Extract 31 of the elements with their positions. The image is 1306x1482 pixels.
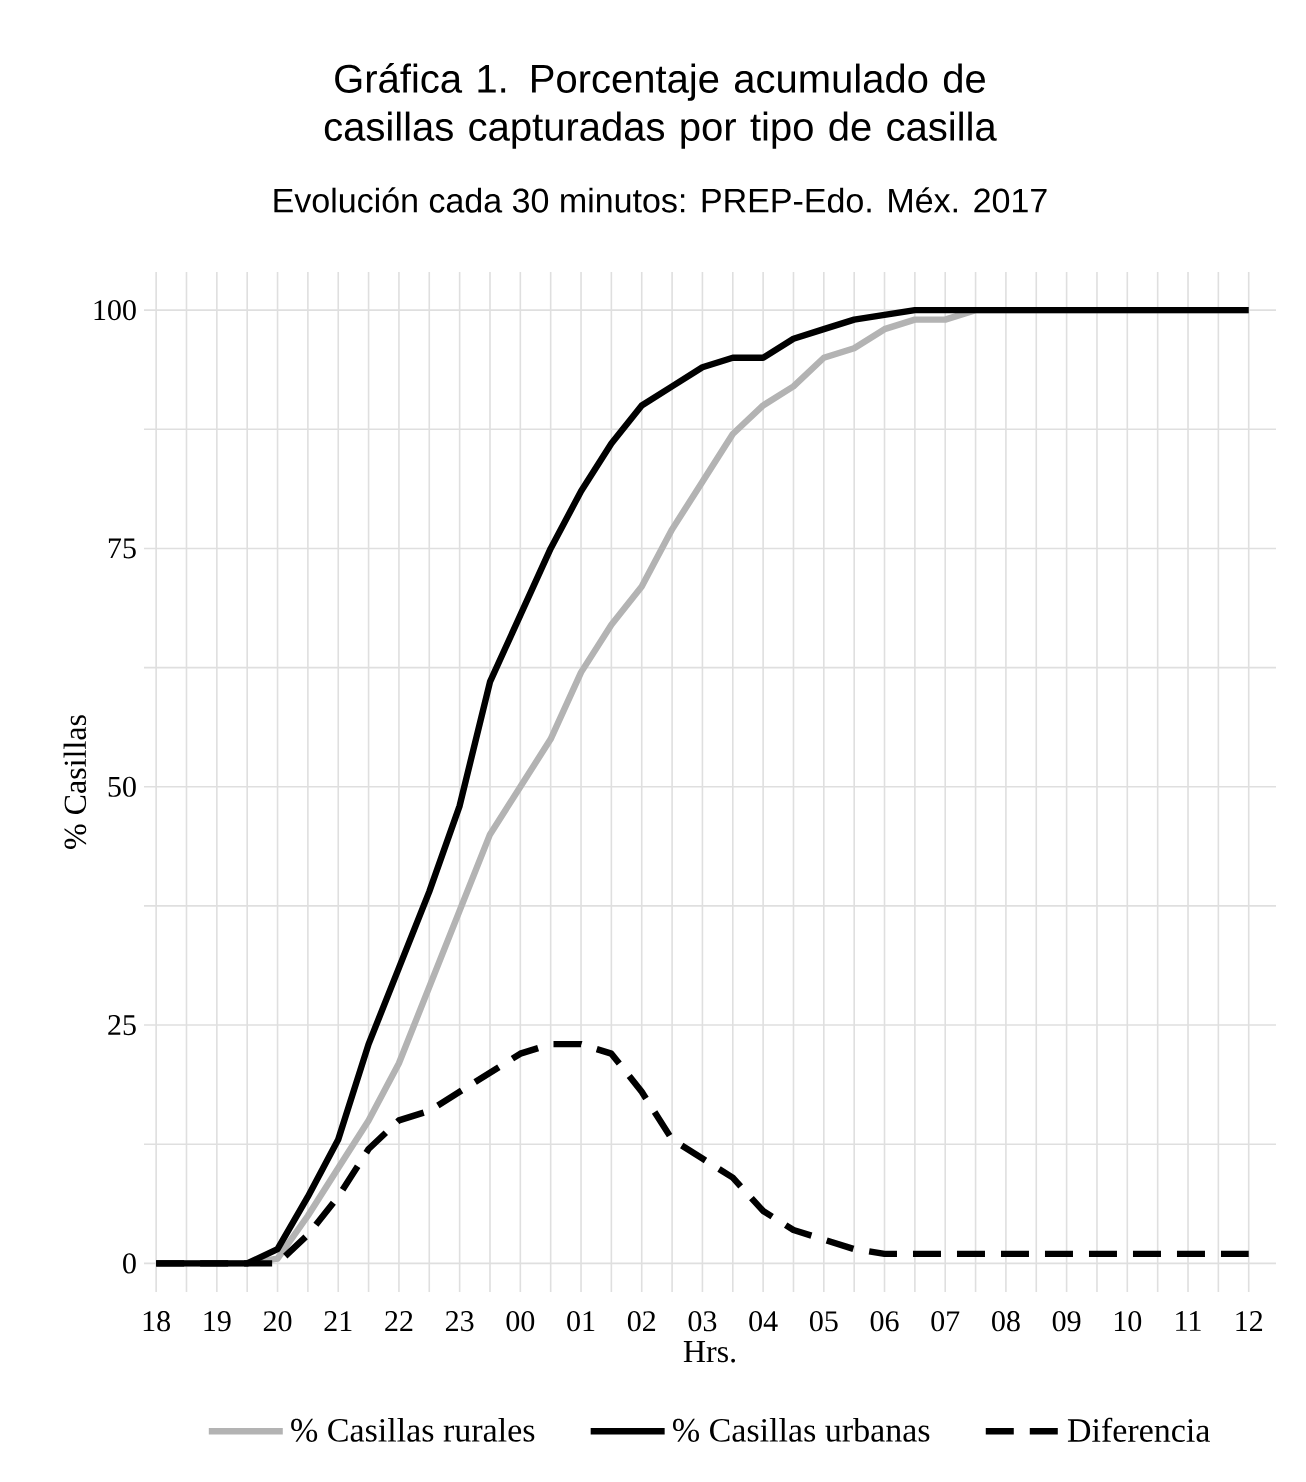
x-tick-label: 11: [1176, 1311, 1201, 1331]
x-tick-label: 23: [445, 1311, 474, 1332]
chart-title: Gráfica 1. Porcentaje acumulado de casillas capturadas por tipo de casilla: [324, 63, 997, 149]
y-tick-label: 100: [94, 299, 136, 321]
x-tick-label: 19: [204, 1311, 231, 1332]
legend-label: % Casillas rurales: [291, 1417, 535, 1442]
x-tick-label: 09: [1052, 1311, 1081, 1332]
x-tick-label: 01: [567, 1311, 595, 1332]
x-tick-label: 22: [385, 1311, 413, 1331]
x-tick-label: 07: [931, 1311, 960, 1332]
y-tick-label: 25: [108, 1015, 136, 1036]
x-axis-title: Hrs.: [683, 1341, 736, 1363]
x-tick-label: 00: [506, 1311, 535, 1332]
y-tick-label: 50: [108, 776, 136, 797]
x-tick-label: 08: [992, 1311, 1020, 1332]
x-tick-label: 21: [324, 1311, 352, 1331]
legend-label: Diferencia: [1067, 1417, 1210, 1442]
x-tick-label: 10: [1114, 1311, 1142, 1332]
x-tick-label: 03: [688, 1311, 717, 1332]
legend-label: % Casillas urbanas: [673, 1417, 930, 1442]
x-tick-label: 06: [870, 1311, 899, 1332]
x-tick-label: 02: [627, 1311, 656, 1332]
y-axis-title: % Casillas: [63, 715, 87, 849]
x-tick-label: 18: [143, 1311, 171, 1332]
x-tick-label: 12: [1236, 1311, 1263, 1331]
x-tick-label: 05: [809, 1311, 838, 1332]
y-tick-label: 0: [123, 1253, 136, 1274]
x-tick-label: 20: [263, 1311, 292, 1332]
y-tick-label: 75: [108, 538, 136, 559]
chart-subtitle: Evolución cada 30 minutos: PREP-Edo. Méx. 2017: [274, 187, 1047, 213]
x-tick-label: 04: [749, 1311, 778, 1332]
